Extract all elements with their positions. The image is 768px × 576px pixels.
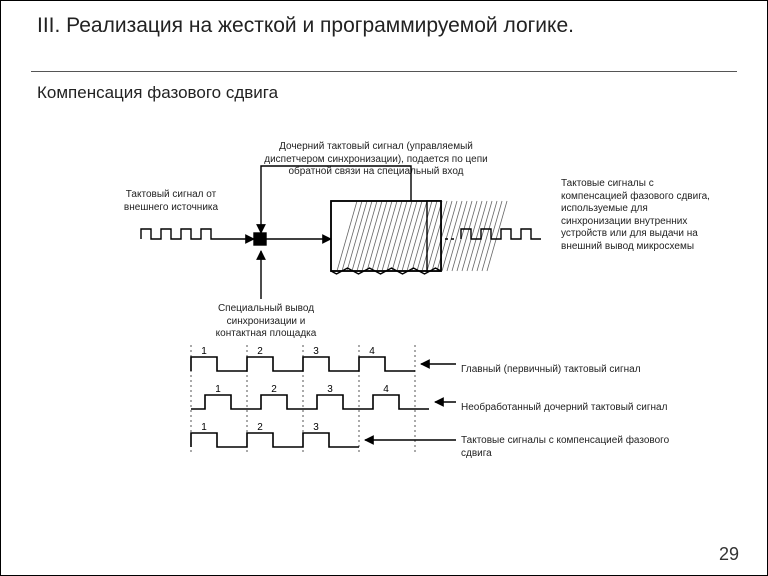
diagram-svg: 1 2 3 4 1 2 3 4 1 2 3 xyxy=(1,1,768,576)
svg-text:2: 2 xyxy=(257,422,263,433)
svg-text:4: 4 xyxy=(383,384,389,395)
svg-text:1: 1 xyxy=(201,346,207,357)
svg-text:2: 2 xyxy=(257,346,263,357)
svg-text:3: 3 xyxy=(313,422,319,433)
svg-text:1: 1 xyxy=(201,422,207,433)
page-number: 29 xyxy=(719,544,739,565)
svg-text:4: 4 xyxy=(369,346,375,357)
svg-text:1: 1 xyxy=(215,384,221,395)
svg-text:2: 2 xyxy=(271,384,277,395)
slide-frame: III. Реализация на жесткой и программиру… xyxy=(0,0,768,576)
svg-text:3: 3 xyxy=(313,346,319,357)
svg-text:3: 3 xyxy=(327,384,333,395)
